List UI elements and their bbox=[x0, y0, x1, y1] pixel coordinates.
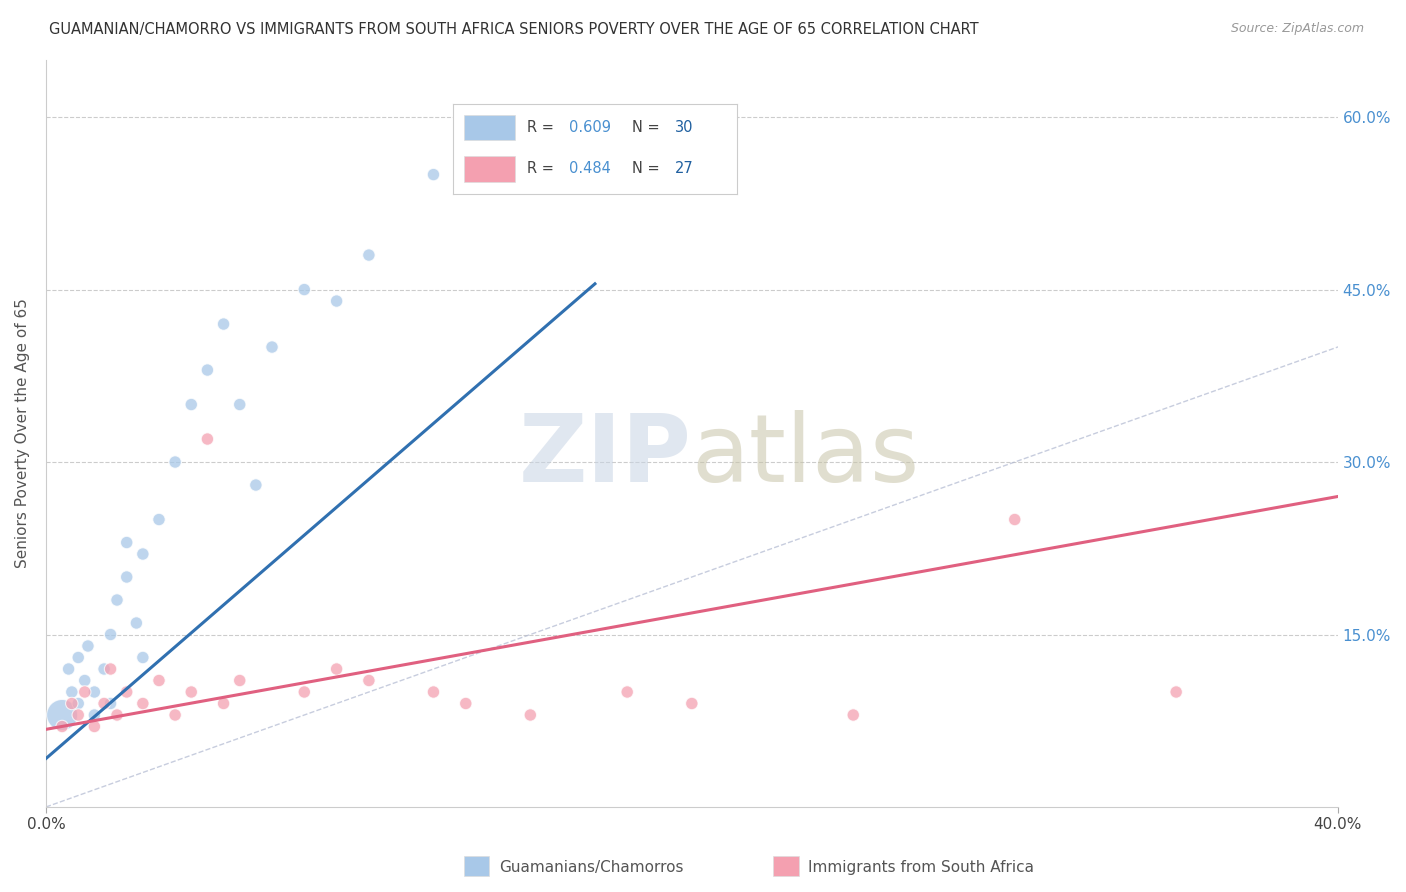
Point bbox=[115, 685, 138, 699]
Point bbox=[616, 685, 638, 699]
Point bbox=[165, 455, 187, 469]
Point bbox=[125, 615, 148, 630]
Text: Immigrants from South Africa: Immigrants from South Africa bbox=[808, 861, 1035, 875]
Point bbox=[292, 283, 315, 297]
Point bbox=[67, 650, 90, 665]
Point bbox=[519, 708, 541, 723]
Point bbox=[77, 639, 100, 653]
Text: Source: ZipAtlas.com: Source: ZipAtlas.com bbox=[1230, 22, 1364, 36]
Point bbox=[1004, 512, 1026, 526]
Point bbox=[60, 697, 83, 711]
Point bbox=[212, 317, 235, 331]
Point bbox=[105, 593, 128, 607]
Point bbox=[357, 673, 380, 688]
Point bbox=[51, 719, 73, 733]
Text: Guamanians/Chamorros: Guamanians/Chamorros bbox=[499, 861, 683, 875]
Point bbox=[58, 662, 80, 676]
Point bbox=[73, 685, 96, 699]
Point bbox=[115, 570, 138, 584]
Point bbox=[132, 547, 155, 561]
Point bbox=[681, 697, 703, 711]
Point bbox=[67, 708, 90, 723]
Point bbox=[73, 673, 96, 688]
Point bbox=[325, 662, 347, 676]
Point bbox=[228, 673, 250, 688]
Point bbox=[180, 398, 202, 412]
Point bbox=[93, 697, 115, 711]
Text: GUAMANIAN/CHAMORRO VS IMMIGRANTS FROM SOUTH AFRICA SENIORS POVERTY OVER THE AGE : GUAMANIAN/CHAMORRO VS IMMIGRANTS FROM SO… bbox=[49, 22, 979, 37]
Point bbox=[260, 340, 283, 354]
Point bbox=[842, 708, 865, 723]
Text: atlas: atlas bbox=[692, 409, 920, 501]
Point bbox=[132, 650, 155, 665]
Point bbox=[100, 697, 122, 711]
Point bbox=[83, 708, 105, 723]
Point bbox=[165, 708, 187, 723]
Point bbox=[132, 697, 155, 711]
Point bbox=[51, 708, 73, 723]
Text: ZIP: ZIP bbox=[519, 409, 692, 501]
Point bbox=[60, 685, 83, 699]
Point bbox=[115, 535, 138, 549]
Point bbox=[422, 685, 444, 699]
Point bbox=[454, 697, 477, 711]
Point bbox=[228, 398, 250, 412]
Point bbox=[105, 708, 128, 723]
Point bbox=[1166, 685, 1188, 699]
Point bbox=[197, 363, 219, 377]
Point bbox=[148, 512, 170, 526]
Point bbox=[83, 685, 105, 699]
Point bbox=[197, 432, 219, 446]
Point bbox=[180, 685, 202, 699]
Point bbox=[83, 719, 105, 733]
Point bbox=[212, 697, 235, 711]
Point bbox=[292, 685, 315, 699]
Point bbox=[93, 662, 115, 676]
Point bbox=[325, 294, 347, 309]
Point bbox=[422, 168, 444, 182]
Point bbox=[357, 248, 380, 262]
Point bbox=[148, 673, 170, 688]
Point bbox=[245, 478, 267, 492]
Point bbox=[100, 627, 122, 641]
Y-axis label: Seniors Poverty Over the Age of 65: Seniors Poverty Over the Age of 65 bbox=[15, 298, 30, 568]
Point bbox=[100, 662, 122, 676]
Point bbox=[67, 697, 90, 711]
